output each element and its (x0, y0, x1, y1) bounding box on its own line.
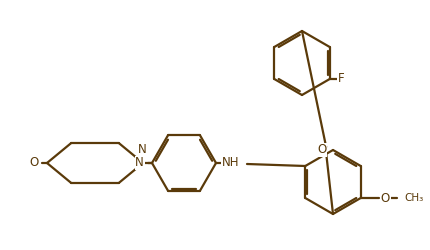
Text: O: O (30, 156, 39, 170)
Text: F: F (338, 72, 344, 86)
Text: N: N (138, 143, 146, 156)
Text: N: N (135, 156, 144, 170)
Text: NH: NH (221, 156, 239, 170)
Text: O: O (317, 144, 327, 156)
Text: O: O (381, 192, 390, 204)
Text: CH₃: CH₃ (405, 193, 424, 203)
